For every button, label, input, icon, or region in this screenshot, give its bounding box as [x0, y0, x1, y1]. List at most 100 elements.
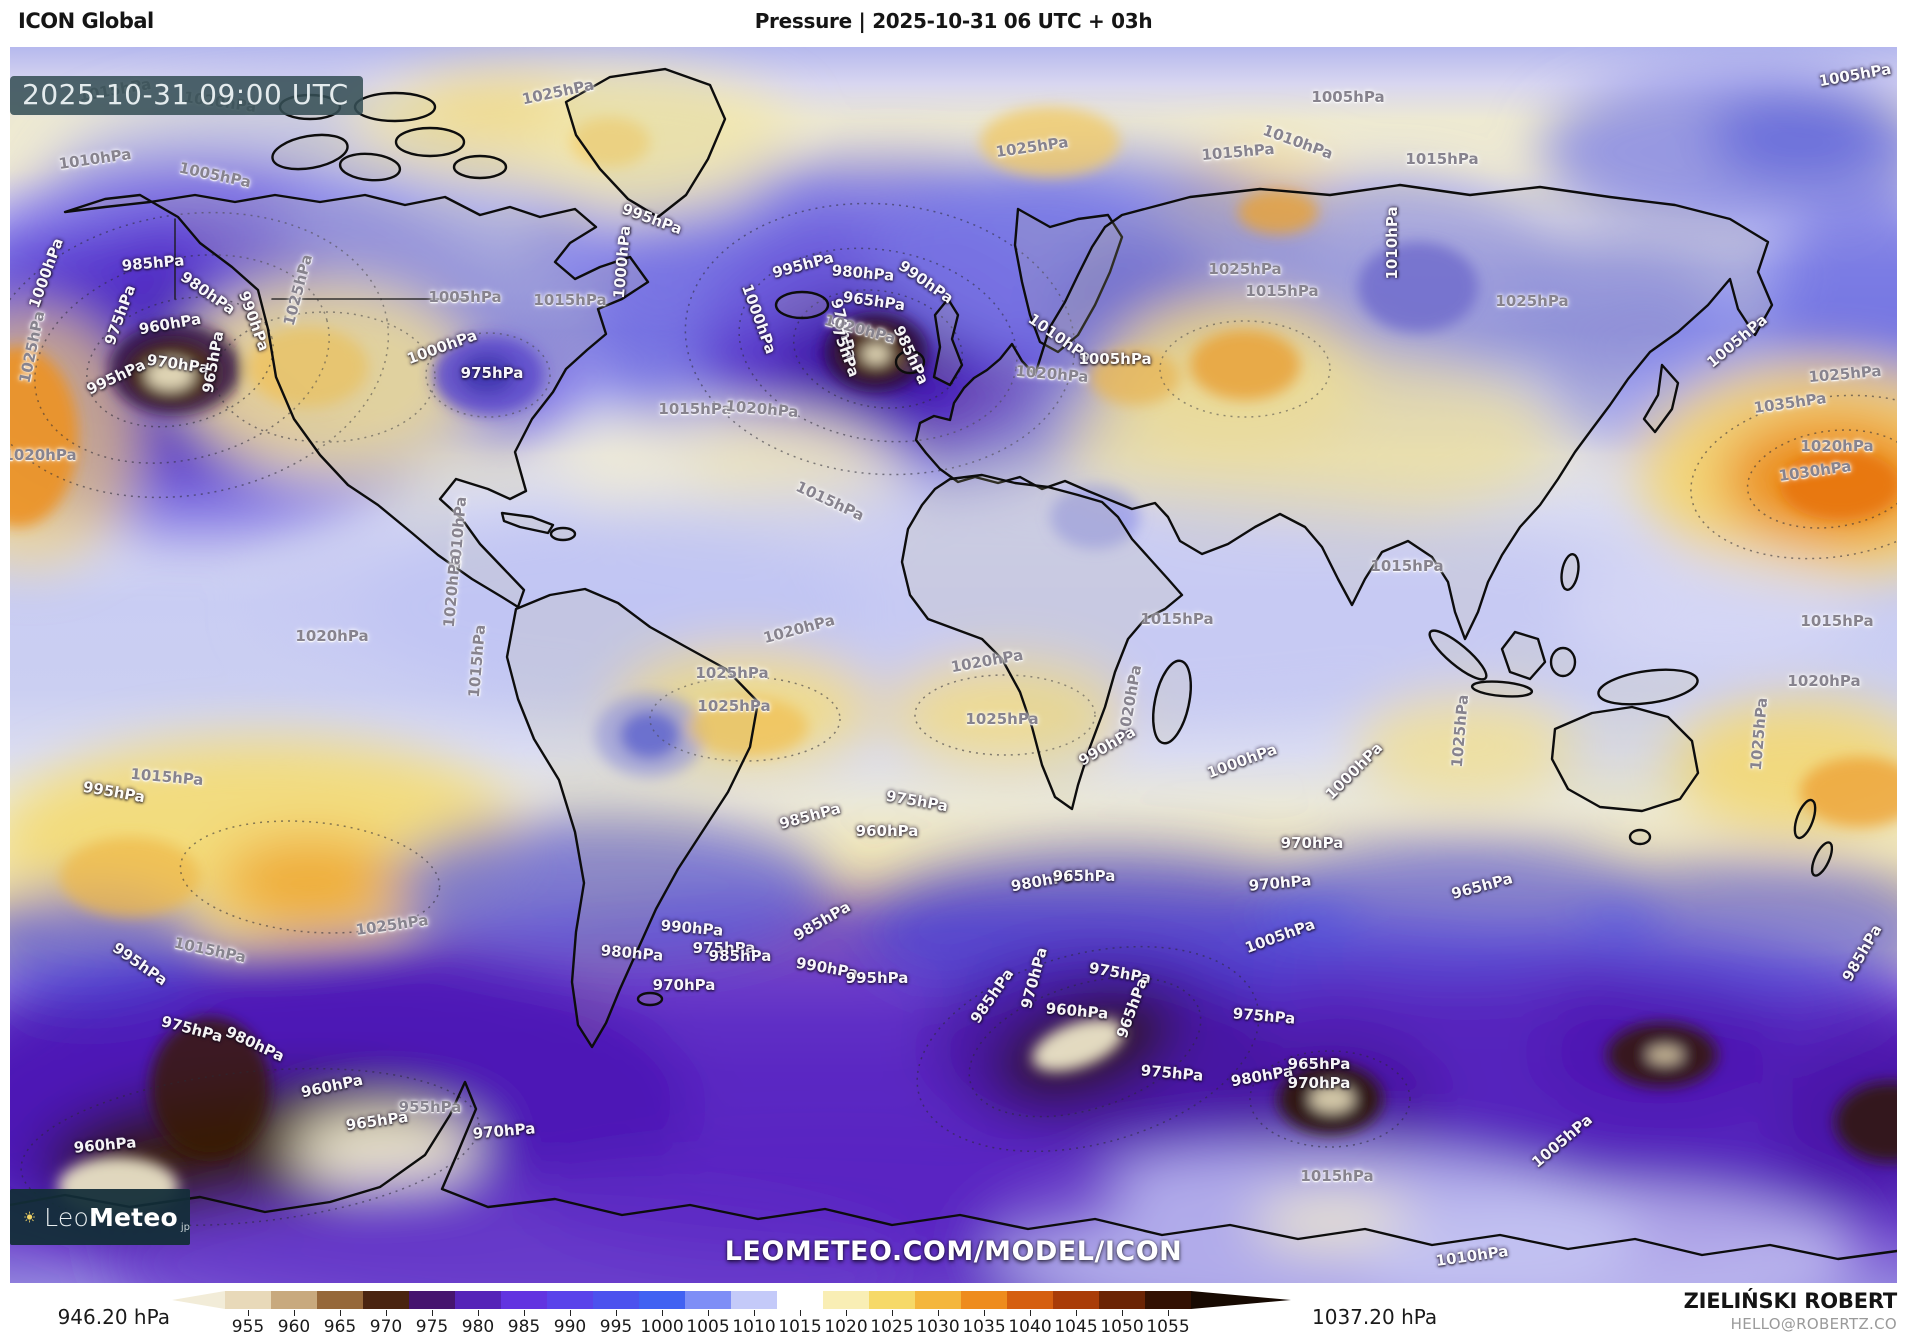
colorbar-tick: [800, 1310, 801, 1316]
pressure-label: 1025hPa: [354, 910, 430, 940]
pressure-label: 960hPa: [1044, 999, 1110, 1023]
pressure-label: 1020hPa: [1787, 672, 1861, 690]
pressure-label: 960hPa: [855, 822, 919, 840]
pressure-label: 985hPa: [966, 965, 1018, 1027]
pressure-label: 980hPa: [177, 267, 239, 319]
coast-hispaniola: [549, 526, 577, 542]
coast-north-america: [63, 193, 650, 609]
logo-text: LeoMeteo: [44, 1202, 178, 1232]
pressure-label: 1020hPa: [1800, 437, 1874, 455]
pressure-label: 1015hPa: [172, 933, 248, 967]
colorbar-segment: 1035: [961, 1291, 1007, 1337]
pressure-label: 1015hPa: [1140, 610, 1214, 628]
app-name: ICON Global: [18, 9, 154, 33]
coast-arctic-island: [271, 133, 349, 171]
timestamp-badge: 2025-10-31 09:00 UTC: [10, 76, 363, 115]
colorbar-tick-label: 980: [461, 1317, 495, 1337]
pressure-label: 965hPa: [1287, 1055, 1351, 1073]
pressure-labels-layer: 1015hPa1020hPa1010hPa1005hPa1025hPa1025h…: [10, 47, 1897, 1283]
pressure-label: 1005hPa: [1311, 88, 1385, 106]
colorbar-tick: [984, 1310, 985, 1316]
colorbar-left-arrow: [172, 1291, 225, 1309]
pressure-label: 990hPa: [794, 953, 860, 983]
colorbar-segment: 1050: [1099, 1291, 1145, 1337]
pressure-label: 1025hPa: [994, 132, 1070, 162]
pressure-label: 1010hPa: [1383, 206, 1401, 280]
weather-map: 1015hPa1020hPa1010hPa1005hPa1025hPa1025h…: [10, 47, 1897, 1283]
colorbar-segment: 980: [455, 1291, 501, 1337]
colorbar-tick-label: 1015: [778, 1317, 822, 1337]
colorbar-segment: 1055: [1145, 1291, 1191, 1337]
pressure-label: 1020hPa: [1114, 663, 1146, 739]
pressure-label: 975hPa: [100, 282, 140, 348]
pressure-label: 1025hPa: [697, 697, 771, 715]
pressure-label: 1000hPa: [1321, 738, 1387, 804]
pressure-label: 960hPa: [137, 309, 203, 339]
pressure-label: 1025hPa: [1807, 361, 1883, 387]
pressure-label: 1015hPa: [1200, 139, 1276, 165]
pressure-label: 980hPa: [1229, 1061, 1295, 1091]
pressure-label: 1015hPa: [793, 477, 867, 525]
coast-greenland: [564, 67, 727, 219]
pressure-label: 965hPa: [841, 287, 907, 315]
coast-eurasia: [914, 183, 1774, 641]
pressure-label: 980hPa: [1009, 866, 1075, 896]
colorbar-segment: 990: [547, 1291, 593, 1337]
pressure-label: 970hPa: [471, 1119, 537, 1143]
colorbar-segment: 960: [271, 1291, 317, 1337]
pressure-label: 970hPa: [1280, 834, 1344, 852]
pressure-label: 1025hPa: [695, 664, 769, 682]
colorbar-tick-label: 1010: [732, 1317, 776, 1337]
pressure-label: 1025hPa: [15, 309, 49, 385]
pressure-label: 990hPa: [1075, 722, 1139, 770]
colorbar-tick: [386, 1310, 387, 1316]
pressure-label: 1005hPa: [1703, 310, 1771, 372]
pressure-label: 975hPa: [884, 786, 950, 816]
coast-uk: [932, 297, 964, 387]
colorbar-tick: [1122, 1310, 1123, 1316]
pressure-label: 975hPa: [1231, 1004, 1297, 1028]
country-borders: [174, 218, 469, 300]
coast-africa: [900, 473, 1184, 811]
colorbar-segment: 1000: [639, 1291, 685, 1337]
pressure-label: 965hPa: [1052, 867, 1116, 885]
pressure-label: 985hPa: [120, 251, 186, 275]
colorbar-tick-label: 970: [369, 1317, 403, 1337]
pressure-label: 955hPa: [398, 1098, 462, 1116]
pressure-label: 965hPa: [1112, 975, 1152, 1041]
colorbar-tick: [248, 1310, 249, 1316]
pressure-label: 1020hPa: [724, 396, 800, 422]
pressure-label: 970hPa: [1247, 871, 1313, 895]
pressure-label: 970hPa: [1287, 1074, 1351, 1092]
credit-block: ZIELIŃSKI ROBERT HELLO@ROBERTZ.CO: [1684, 1289, 1898, 1333]
colorbar-tick: [846, 1310, 847, 1316]
colorbar-tick-label: 1030: [916, 1317, 960, 1337]
colorbar-tick-label: 1050: [1100, 1317, 1144, 1337]
coast-sulawesi: [1549, 646, 1577, 678]
colorbar-tick-label: 985: [507, 1317, 541, 1337]
colorbar-tick-label: 1000: [640, 1317, 684, 1337]
credit-email: HELLO@ROBERTZ.CO: [1730, 1315, 1897, 1333]
pressure-label: 1025hPa: [279, 252, 317, 328]
pressure-label: 975hPa: [1139, 1061, 1205, 1085]
pressure-label: 1015hPa: [1405, 150, 1479, 168]
pressure-label: 1025hPa: [965, 710, 1039, 728]
pressure-label: 1020hPa: [761, 610, 837, 648]
pressure-label: 990hPa: [895, 256, 957, 308]
colorbar-tick-label: 955: [231, 1317, 265, 1337]
pressure-label: 1015hPa: [1800, 612, 1874, 630]
pressure-label: 1010hPa: [1260, 121, 1336, 163]
pressure-label: 1000hPa: [404, 326, 480, 368]
colorbar-tick-label: 965: [323, 1317, 357, 1337]
pressure-label: 1015hPa: [1300, 1167, 1374, 1185]
pressure-label: 1015hPa: [658, 400, 732, 418]
coast-cuba: [500, 511, 555, 535]
pressure-label: 1030hPa: [1777, 456, 1853, 486]
coast-japan: [1642, 363, 1680, 434]
pressure-label: 985hPa: [708, 947, 772, 965]
colorbar-segment: 1005: [685, 1291, 731, 1337]
colorbar-min-label: 946.20 hPa: [57, 1305, 170, 1329]
pressure-label: 985hPa: [777, 799, 843, 833]
pressure-label: 1005hPa: [1528, 1110, 1596, 1172]
coast-sumatra: [1428, 629, 1488, 681]
